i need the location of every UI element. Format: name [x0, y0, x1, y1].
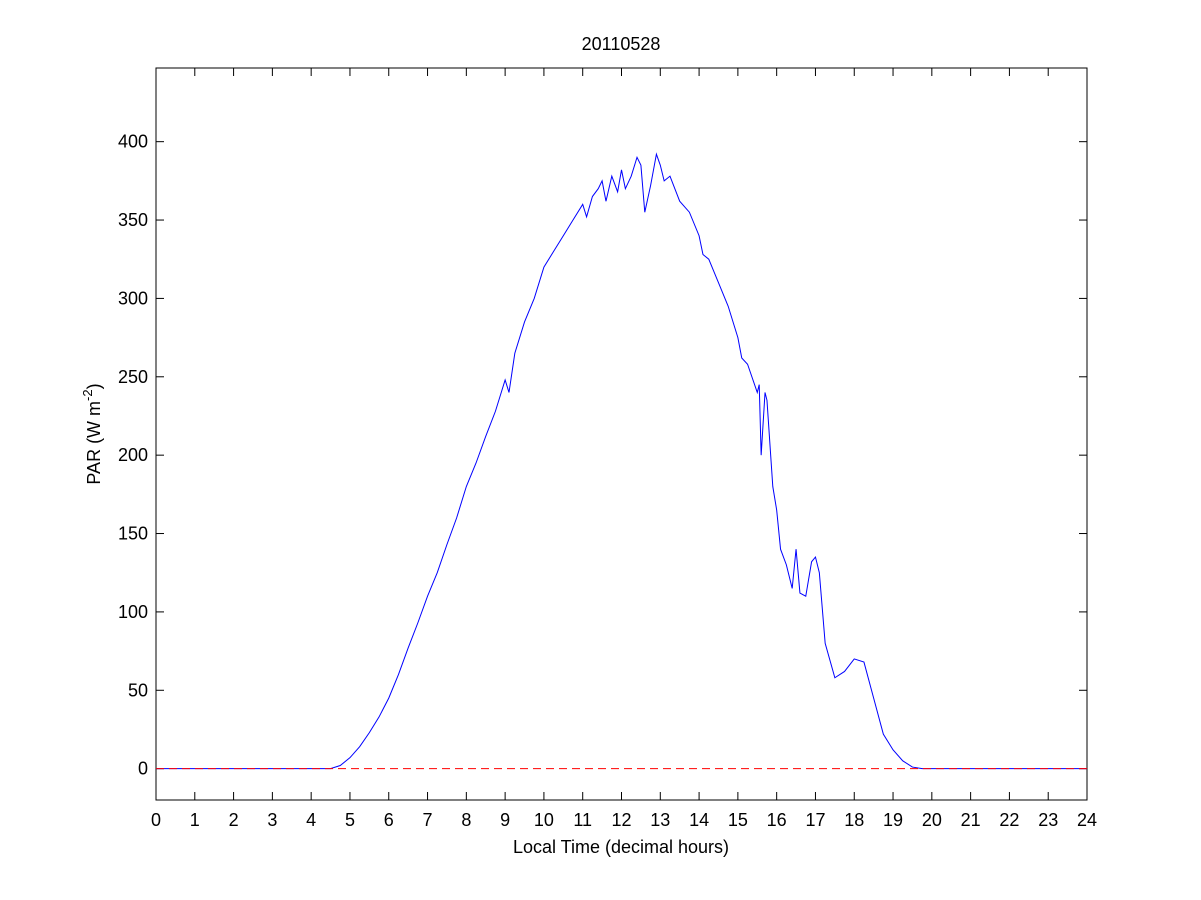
- x-tick-label: 12: [611, 810, 631, 830]
- x-tick-label: 5: [345, 810, 355, 830]
- y-tick-label: 250: [118, 367, 148, 387]
- x-tick-label: 18: [844, 810, 864, 830]
- x-tick-label: 11: [573, 810, 592, 830]
- x-tick-label: 3: [267, 810, 277, 830]
- y-axis-label: PAR (W m-2): [80, 383, 104, 484]
- x-tick-label: 2: [229, 810, 239, 830]
- y-tick-label: 0: [138, 759, 148, 779]
- x-tick-label: 19: [883, 810, 903, 830]
- y-tick-label: 200: [118, 445, 148, 465]
- data-line: [156, 152, 1087, 770]
- x-tick-label: 0: [151, 810, 161, 830]
- x-tick-label: 8: [461, 810, 471, 830]
- x-tick-label: 17: [805, 810, 825, 830]
- x-tick-label: 23: [1038, 810, 1058, 830]
- x-tick-label: 10: [534, 810, 554, 830]
- x-tick-label: 24: [1077, 810, 1097, 830]
- x-axis-label: Local Time (decimal hours): [513, 837, 729, 857]
- x-tick-label: 14: [689, 810, 709, 830]
- x-tick-label: 15: [728, 810, 748, 830]
- x-tick-label: 20: [922, 810, 942, 830]
- x-tick-label: 6: [384, 810, 394, 830]
- y-tick-label: 50: [128, 680, 148, 700]
- y-label-text: PAR (W m: [84, 401, 104, 485]
- x-tick-label: 21: [961, 810, 981, 830]
- y-tick-label: 300: [118, 288, 148, 308]
- y-tick-label: 150: [118, 524, 148, 544]
- x-tick-label: 13: [650, 810, 670, 830]
- x-tick-label: 4: [306, 810, 316, 830]
- x-tick-label: 7: [423, 810, 433, 830]
- y-tick-label: 400: [118, 132, 148, 152]
- x-tick-label: 1: [190, 810, 200, 830]
- y-tick-label: 100: [118, 602, 148, 622]
- y-label-suffix: ): [84, 383, 104, 389]
- y-label-superscript: -2: [80, 389, 95, 401]
- x-tick-label: 16: [767, 810, 787, 830]
- x-tick-label: 22: [999, 810, 1019, 830]
- chart-title: 20110528: [582, 34, 661, 54]
- x-tick-label: 9: [500, 810, 510, 830]
- y-tick-label: 350: [118, 210, 148, 230]
